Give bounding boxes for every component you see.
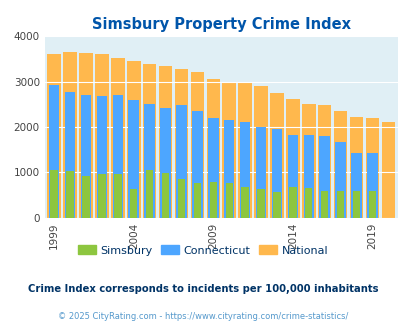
Bar xyxy=(145,170,153,218)
Bar xyxy=(222,82,235,218)
Bar xyxy=(301,104,315,218)
Bar xyxy=(143,63,156,218)
Bar xyxy=(257,189,264,218)
Bar xyxy=(82,176,90,218)
Bar xyxy=(160,108,171,218)
Bar xyxy=(270,93,283,218)
Bar xyxy=(288,187,296,218)
Bar xyxy=(350,153,361,218)
Bar xyxy=(304,188,312,218)
Bar xyxy=(238,83,251,218)
Bar xyxy=(287,135,297,218)
Bar xyxy=(177,179,185,218)
Bar xyxy=(254,86,267,218)
Bar xyxy=(192,111,202,218)
Bar xyxy=(79,52,93,218)
Bar xyxy=(96,96,107,218)
Bar xyxy=(366,153,377,218)
Bar xyxy=(128,100,139,218)
Bar xyxy=(207,118,218,218)
Bar xyxy=(381,122,394,218)
Bar xyxy=(144,104,155,218)
Bar xyxy=(98,174,105,218)
Bar xyxy=(365,118,378,218)
Bar xyxy=(111,58,124,218)
Bar xyxy=(127,61,140,218)
Bar xyxy=(333,111,347,218)
Bar xyxy=(50,170,58,218)
Title: Simsbury Property Crime Index: Simsbury Property Crime Index xyxy=(92,17,350,32)
Bar xyxy=(335,142,345,218)
Bar xyxy=(206,79,220,218)
Bar xyxy=(225,183,232,218)
Bar xyxy=(112,95,123,218)
Bar xyxy=(158,66,172,218)
Bar xyxy=(193,183,200,218)
Text: Crime Index corresponds to incidents per 100,000 inhabitants: Crime Index corresponds to incidents per… xyxy=(28,284,377,294)
Bar xyxy=(130,189,137,218)
Bar xyxy=(273,192,280,218)
Bar xyxy=(190,72,204,218)
Bar xyxy=(65,92,75,218)
Bar xyxy=(336,191,343,218)
Bar xyxy=(320,191,328,218)
Bar xyxy=(81,95,91,218)
Bar xyxy=(176,105,186,218)
Bar xyxy=(368,191,375,218)
Bar xyxy=(303,135,313,218)
Bar xyxy=(224,120,234,218)
Bar xyxy=(209,182,217,218)
Bar xyxy=(271,129,281,218)
Bar xyxy=(239,122,250,218)
Bar xyxy=(174,69,188,218)
Bar xyxy=(241,187,248,218)
Bar xyxy=(286,99,299,218)
Legend: Simsbury, Connecticut, National: Simsbury, Connecticut, National xyxy=(73,241,332,260)
Bar xyxy=(63,52,77,218)
Bar xyxy=(114,174,121,218)
Bar xyxy=(47,53,61,218)
Bar xyxy=(66,171,74,218)
Bar xyxy=(95,54,109,218)
Bar xyxy=(162,173,169,218)
Bar xyxy=(349,116,362,218)
Bar xyxy=(319,136,329,218)
Bar xyxy=(49,85,60,218)
Bar xyxy=(352,191,359,218)
Bar xyxy=(255,127,266,218)
Text: © 2025 CityRating.com - https://www.cityrating.com/crime-statistics/: © 2025 CityRating.com - https://www.city… xyxy=(58,313,347,321)
Bar xyxy=(317,105,330,218)
